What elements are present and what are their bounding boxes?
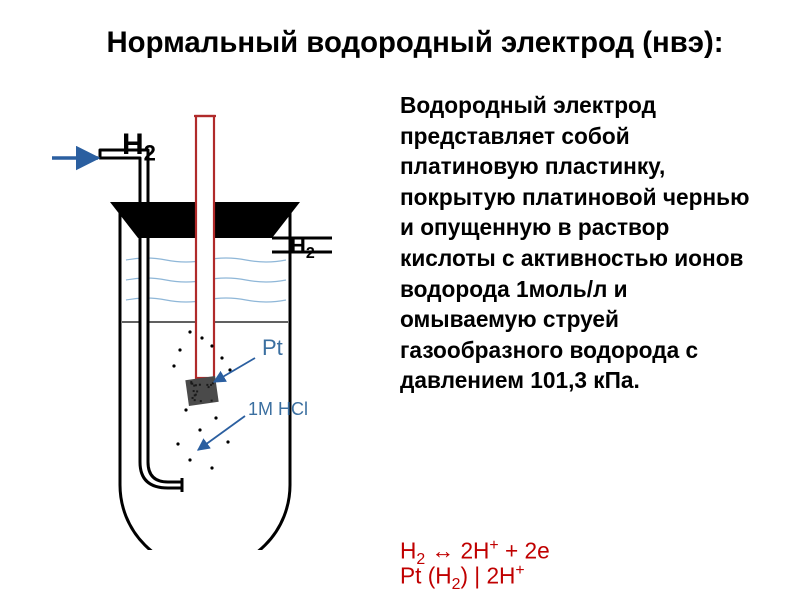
description-text: Водородный электрод представляет собой п… <box>400 90 760 396</box>
electrode-diagram: H2H2Pt1M HCl <box>40 110 380 550</box>
equation-2: Pt (H2) | 2H+ <box>400 562 760 594</box>
svg-text:H2: H2 <box>122 128 156 166</box>
page-title: Нормальный водородный электрод (нвэ): <box>70 26 760 60</box>
svg-text:1M HCl: 1M HCl <box>248 399 308 419</box>
svg-text:Pt: Pt <box>262 335 283 360</box>
